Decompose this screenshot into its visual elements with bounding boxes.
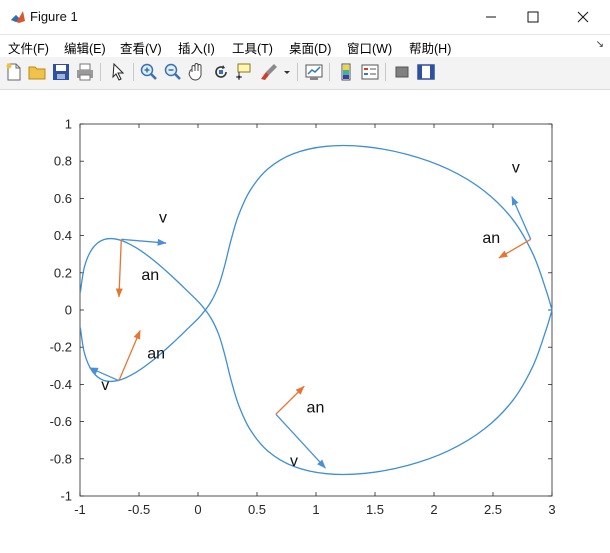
maximize-icon <box>527 11 539 23</box>
y-tick-label: -0.4 <box>50 377 72 392</box>
x-tick-label: 0 <box>194 502 201 517</box>
x-tick-label: 2.5 <box>484 502 502 517</box>
window-title: Figure 1 <box>30 9 78 24</box>
normal-accel-arrow <box>275 385 305 415</box>
velocity-label: v <box>159 210 167 227</box>
data-cursor-icon[interactable] <box>235 62 255 82</box>
dropdown-arrow-icon[interactable] <box>282 62 292 82</box>
toolbar-separator <box>100 63 101 81</box>
plot-canvas[interactable]: -1 -0.5 0 0.5 1 1.5 2 2.5 3 1 0.8 0.6 0.4 0.2 0 -0.2 -0… <box>0 90 610 549</box>
axis-ticks <box>79 123 553 497</box>
new-figure-icon[interactable] <box>4 62 24 82</box>
colorbar-icon[interactable] <box>336 62 356 82</box>
normal-accel-arrow <box>115 239 123 298</box>
y-tick-label: 0.6 <box>54 191 72 206</box>
y-tick-label: -0.2 <box>50 340 72 355</box>
figure-canvas[interactable]: -1 -0.5 0 0.5 1 1.5 2 2.5 3 1 0.8 0.6 0.4 0.2 0 -0.2 -0… <box>0 90 610 549</box>
y-tick-label: 0.8 <box>54 154 72 169</box>
pointer-icon[interactable] <box>108 62 128 82</box>
close-icon <box>577 11 589 23</box>
zoom-out-icon[interactable] <box>163 62 183 82</box>
curve-series <box>79 237 553 476</box>
toolbar-separator <box>297 63 298 81</box>
y-tick-label: -1 <box>60 489 72 504</box>
maximize-button[interactable] <box>510 0 556 34</box>
y-tick-label: -0.6 <box>50 414 72 429</box>
x-tick-label: 1 <box>312 502 319 517</box>
x-tick-label: 3 <box>548 502 555 517</box>
menu-window[interactable]: 窗口(W) <box>347 42 393 56</box>
x-tick-label: 1.5 <box>366 502 384 517</box>
x-tick-label: 0.5 <box>248 502 266 517</box>
velocity-label: v <box>512 159 520 176</box>
link-plot-icon[interactable] <box>304 62 324 82</box>
toolbar-separator <box>329 63 330 81</box>
velocity-label: v <box>101 377 109 394</box>
minimize-button[interactable] <box>468 0 514 34</box>
normal-accel-arrow <box>498 238 532 259</box>
brush-icon[interactable] <box>259 62 279 82</box>
y-tick-label: 0.4 <box>54 228 72 243</box>
menu-bar: 文件(F) 编辑(E) 查看(V) 插入(I) 工具(T) 桌面(D) 窗口(W… <box>0 35 610 57</box>
y-tick-labels: 1 0.8 0.6 0.4 0.2 0 -0.2 -0.4 -0.6 -0.8 -1 <box>50 117 72 504</box>
y-tick-label: -0.8 <box>50 451 72 466</box>
toolbar-separator <box>133 63 134 81</box>
menu-edit[interactable]: 编辑(E) <box>64 42 106 56</box>
menu-insert[interactable]: 插入(I) <box>178 42 215 56</box>
zoom-in-icon[interactable] <box>139 62 159 82</box>
close-button[interactable] <box>560 0 606 34</box>
x-tick-label: -1 <box>74 502 86 517</box>
normal-accel-label: an <box>307 399 325 416</box>
rotate-3d-icon[interactable] <box>211 62 231 82</box>
velocity-arrow <box>275 413 326 469</box>
x-tick-label: 2 <box>430 502 437 517</box>
legend-icon[interactable] <box>360 62 380 82</box>
velocity-arrow <box>121 238 167 246</box>
velocity-arrow <box>88 367 120 382</box>
minimize-icon <box>486 16 496 18</box>
normal-accel-label: an <box>141 267 159 284</box>
menu-file[interactable]: 文件(F) <box>8 42 49 56</box>
print-icon[interactable] <box>75 62 95 82</box>
y-tick-label: 1 <box>65 117 72 132</box>
menu-help[interactable]: 帮助(H) <box>409 42 452 56</box>
menu-tools[interactable]: 工具(T) <box>232 42 273 56</box>
normal-accel-label: an <box>147 345 165 362</box>
pan-hand-icon[interactable] <box>187 62 207 82</box>
dock-arrow-icon[interactable]: ↘ <box>595 39 604 50</box>
y-tick-label: 0.2 <box>54 265 72 280</box>
curve-series <box>79 144 553 383</box>
title-bar: Figure 1 <box>0 0 610 35</box>
toolbar-separator <box>385 63 386 81</box>
axes-box <box>79 123 553 497</box>
velocity-label: v <box>290 453 298 470</box>
x-tick-labels: -1 -0.5 0 0.5 1 1.5 2 2.5 3 <box>74 502 555 517</box>
menu-desktop[interactable]: 桌面(D) <box>289 42 332 56</box>
normal-accel-arrow <box>118 329 141 381</box>
open-file-icon[interactable] <box>27 62 47 82</box>
x-tick-label: -0.5 <box>128 502 150 517</box>
velocity-arrow <box>511 196 532 240</box>
figure-toolbar <box>0 57 610 90</box>
hide-plot-tools-icon[interactable] <box>392 62 412 82</box>
matlab-logo-icon <box>11 11 25 23</box>
vector-arrows: v an v an v an v an <box>88 159 532 470</box>
save-icon[interactable] <box>51 62 71 82</box>
trajectory-curve <box>79 144 553 476</box>
normal-accel-label: an <box>482 230 500 247</box>
show-plot-tools-icon[interactable] <box>416 62 436 82</box>
y-tick-label: 0 <box>65 303 72 318</box>
menu-view[interactable]: 查看(V) <box>120 42 162 56</box>
